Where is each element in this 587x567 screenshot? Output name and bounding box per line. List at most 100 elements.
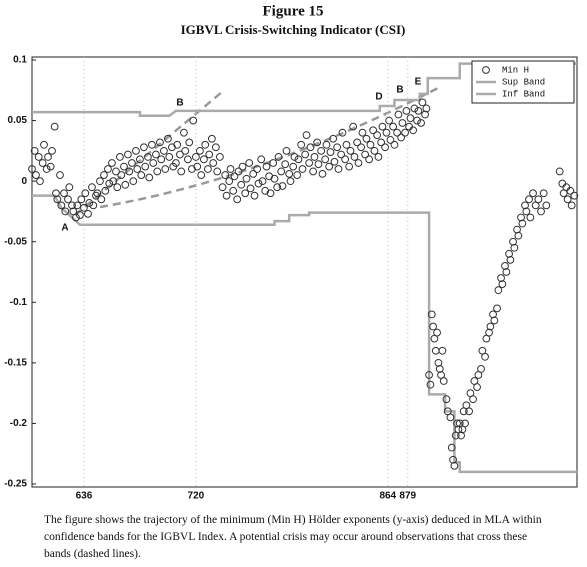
data-point [195,146,204,155]
data-point [286,177,295,186]
data-point [294,155,303,164]
data-point [253,165,262,173]
data-point [313,138,322,147]
data-point [141,162,150,171]
data-point [100,171,108,179]
data-point [120,162,128,171]
data-point [117,171,126,179]
data-point [246,184,255,193]
annotation: D [375,92,382,103]
y-tick-label: -0.25 [4,479,27,490]
data-point [417,119,425,127]
data-point [301,150,310,159]
y-tick-label: 0 [21,176,27,187]
data-point [281,160,290,169]
data-point [427,310,436,319]
data-point [209,159,218,167]
data-point [249,169,258,178]
data-point [44,153,52,161]
data-point [381,143,390,152]
data-point [57,201,66,210]
data-point [325,162,334,171]
band-line [32,62,577,117]
data-point [353,138,362,147]
data-point [402,106,411,115]
data-point [477,365,485,373]
data-point [149,159,158,167]
data-point [108,159,116,167]
data-point [36,177,44,186]
data-point [238,162,247,171]
data-point [156,138,164,147]
data-point [529,189,537,198]
data-point [298,165,307,173]
data-point [173,140,182,149]
data-point [429,322,437,331]
data-point [121,180,130,189]
data-point [101,186,110,195]
data-point [222,191,231,200]
data-point [505,249,513,258]
data-point [434,358,443,367]
data-point [60,189,68,198]
data-point [338,128,347,137]
data-point [185,138,194,147]
data-point [233,195,242,204]
data-point [341,155,350,164]
data-point [205,150,214,159]
data-point [322,140,331,149]
data-point [558,179,567,188]
data-point [510,243,519,252]
data-point [176,150,184,159]
data-point [257,155,266,164]
data-point [362,134,371,143]
data-point [461,419,469,428]
data-point [116,153,124,161]
data-point [378,122,387,131]
data-point [97,195,106,204]
data-point [215,153,224,161]
data-point [534,195,543,204]
data-point [221,171,230,179]
data-point [297,140,306,149]
caption: The figure shows the trajectory of the m… [44,514,542,560]
data-point [258,177,267,186]
data-point [96,177,104,186]
data-point [489,310,497,319]
data-point [132,146,140,155]
data-point [104,165,112,173]
data-point [501,262,509,270]
data-point [369,126,378,135]
annotation: E [415,77,422,88]
data-point [241,189,250,198]
data-point [42,165,51,173]
data-point [497,274,505,282]
y-tick-label: -0.15 [4,357,27,368]
data-point [426,380,435,389]
data-point [389,122,398,131]
y-tick-label: -0.1 [10,297,28,308]
data-point [453,419,461,428]
data-point [290,153,299,161]
data-point [161,165,170,173]
data-point [318,169,327,178]
data-point [32,171,40,179]
chart: Figure 15 IGBVL Crisis-Switching Indicat… [4,3,579,502]
data-point [234,167,243,176]
data-point [302,131,311,140]
data-point [61,207,70,216]
data-point [129,177,138,186]
data-point [442,395,451,404]
data-point [278,182,287,190]
data-point [310,153,319,161]
data-point [373,131,382,140]
data-point [144,153,152,161]
band-line [32,194,577,474]
data-point [425,371,433,379]
data-point [410,104,419,113]
data-point [330,157,339,166]
data-point [361,150,370,159]
legend-symbol [482,66,490,74]
data-point [354,159,363,167]
data-point [562,183,571,192]
